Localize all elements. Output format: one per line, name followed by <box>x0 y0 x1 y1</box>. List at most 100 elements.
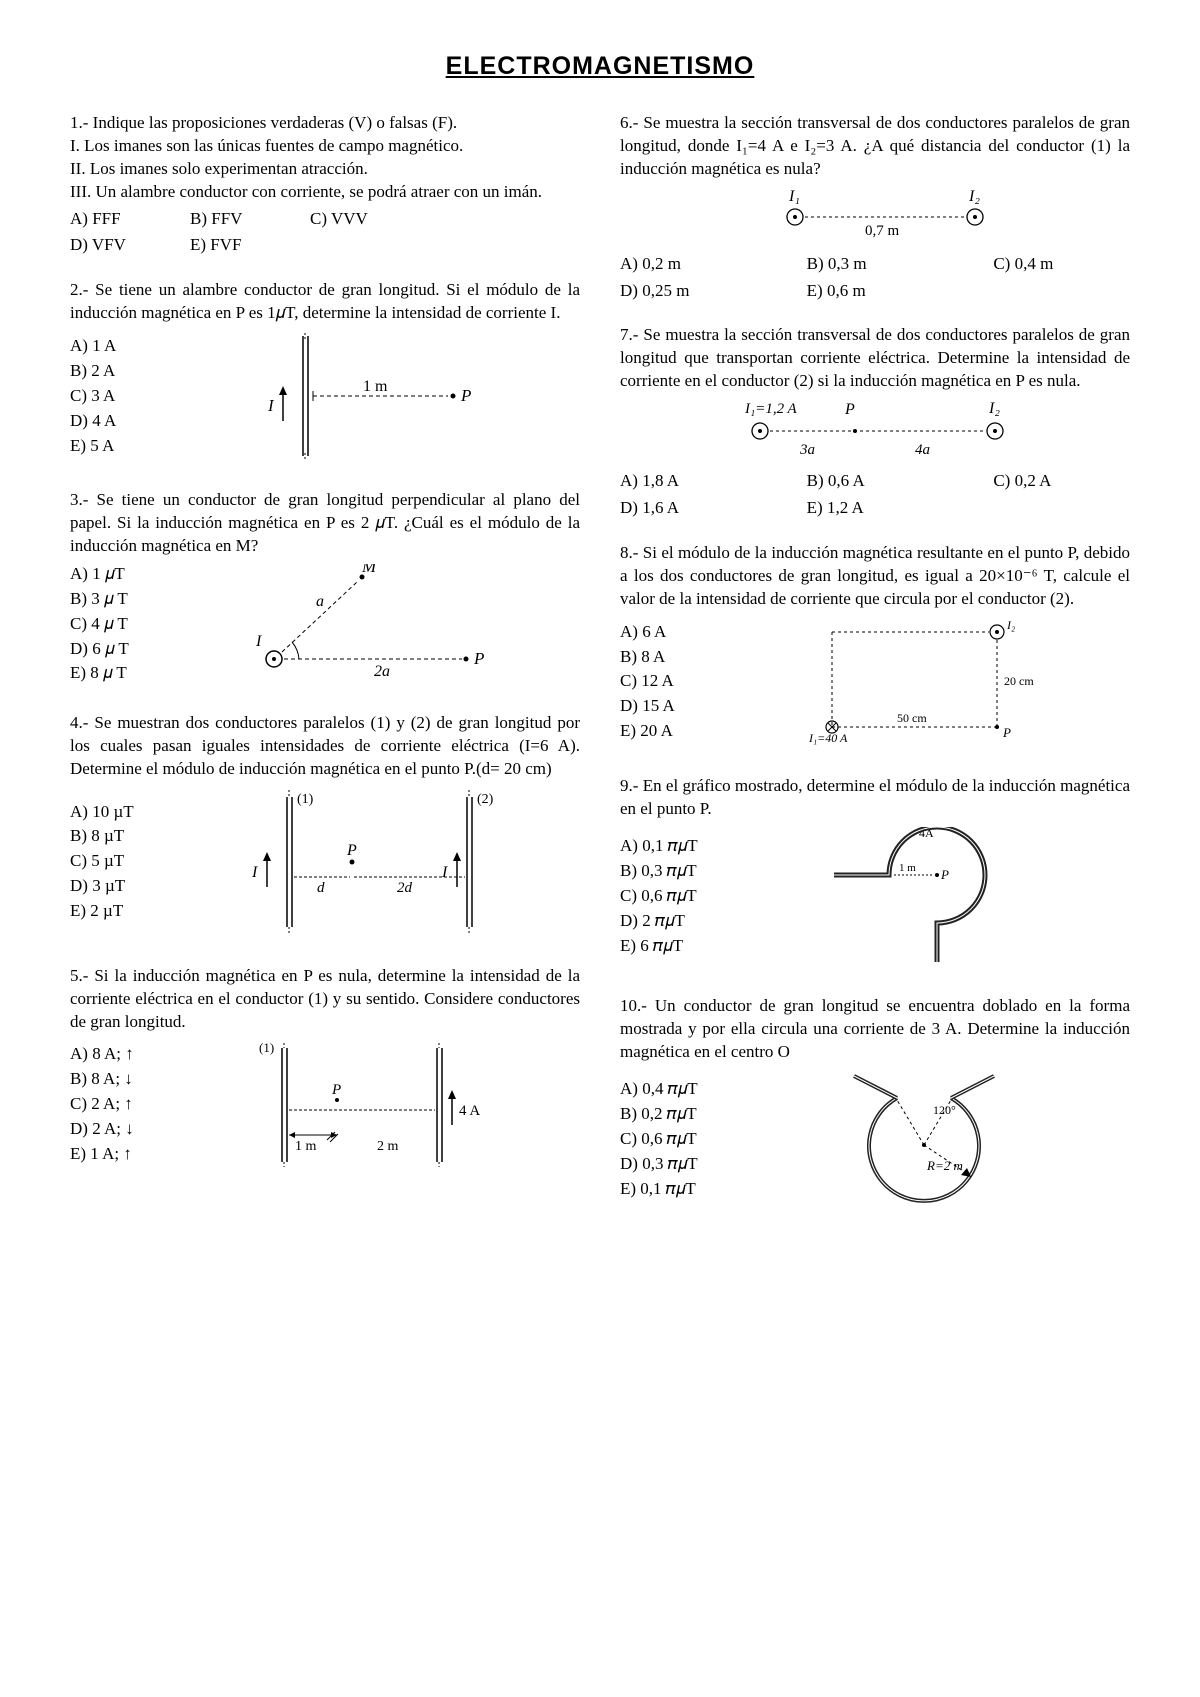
svg-text:2d: 2d <box>397 880 413 896</box>
svg-text:P: P <box>473 649 484 668</box>
q10-opt-c: C) 0,6 𝜋𝜇T <box>620 1128 698 1151</box>
question-8: 8.- Si el módulo de la inducción magnéti… <box>620 542 1130 753</box>
svg-text:I₂: I₂ <box>968 188 980 205</box>
q6-prompt: 6.- Se muestra la sección transversal de… <box>620 112 1130 181</box>
q4-options: A) 10 µT B) 8 µT C) 5 µT D) 3 µT E) 2 µT <box>70 799 134 926</box>
q4-opt-e: E) 2 µT <box>70 900 134 923</box>
q5-opt-c: C) 2 A; ↑ <box>70 1093 134 1116</box>
svg-text:2 m: 2 m <box>377 1139 399 1154</box>
q2-prompt: 2.- Se tiene un alambre conductor de gra… <box>70 279 580 325</box>
q10-opt-b: B) 0,2 𝜋𝜇T <box>620 1103 698 1126</box>
svg-text:(1): (1) <box>297 792 314 807</box>
svg-text:I₁: I₁ <box>788 188 800 205</box>
svg-text:P: P <box>346 842 357 859</box>
svg-text:d: d <box>317 880 325 896</box>
q7-opt-a: A) 1,8 A <box>620 471 679 490</box>
q3-opt-c: C) 4 𝜇 T <box>70 613 129 636</box>
q1-opt-b: B) FFV <box>190 208 270 231</box>
q3-options: A) 1 𝜇T B) 3 𝜇 T C) 4 𝜇 T D) 6 𝜇 T E) 8 … <box>70 561 129 688</box>
svg-text:3a: 3a <box>799 442 815 458</box>
q2-opt-c: C) 3 A <box>70 385 116 408</box>
svg-text:1 m: 1 m <box>363 378 388 395</box>
q1-options-2: D) VFV E) FVF <box>70 234 580 257</box>
svg-text:I: I <box>441 864 448 881</box>
q5-opt-a: A) 8 A; ↑ <box>70 1043 134 1066</box>
svg-text:a: a <box>316 593 324 610</box>
svg-text:I₁=40 A: I₁=40 A <box>808 731 848 745</box>
svg-text:I₂: I₂ <box>988 400 1000 417</box>
svg-text:P: P <box>1002 725 1011 740</box>
q1-opt-a: A) FFF <box>70 208 150 231</box>
right-column: 6.- Se muestra la sección transversal de… <box>620 112 1130 1238</box>
question-10: 10.- Un conductor de gran longitud se en… <box>620 995 1130 1216</box>
q7-diagram: I₁=1,2 A P I₂ 3a 4a <box>620 399 1130 464</box>
svg-text:P: P <box>844 401 855 418</box>
q8-options: A) 6 A B) 8 A C) 12 A D) 15 A E) 20 A <box>620 619 675 746</box>
q5-opt-e: E) 1 A; ↑ <box>70 1143 134 1166</box>
content-columns: 1.- Indique las proposiciones verdaderas… <box>70 112 1130 1238</box>
svg-text:P: P <box>940 867 949 882</box>
q4-opt-a: A) 10 µT <box>70 801 134 824</box>
q2-diagram: I 1 m P <box>136 325 580 467</box>
svg-text:(2): (2) <box>477 792 494 807</box>
q8-opt-c: C) 12 A <box>620 670 675 693</box>
q1-options: A) FFF B) FFV C) VVV <box>70 208 580 231</box>
svg-text:120°: 120° <box>933 1103 956 1117</box>
q5-prompt: 5.- Si la inducción magnética en P es nu… <box>70 965 580 1034</box>
question-9: 9.- En el gráfico mostrado, determine el… <box>620 775 1130 973</box>
q1-prompt: 1.- Indique las proposiciones verdaderas… <box>70 112 580 135</box>
q2-opt-a: A) 1 A <box>70 335 116 358</box>
q1-opt-c: C) VVV <box>310 208 390 231</box>
q7-options-2: D) 1,6 A E) 1,2 A <box>620 497 1130 520</box>
q1-opt-d: D) VFV <box>70 234 150 257</box>
q1-statement-1: I. Los imanes son las únicas fuentes de … <box>70 135 580 158</box>
svg-text:I₁=1,2 A: I₁=1,2 A <box>744 401 798 417</box>
q2-opt-b: B) 2 A <box>70 360 116 383</box>
svg-text:0,7 m: 0,7 m <box>865 223 900 239</box>
q8-opt-a: A) 6 A <box>620 621 675 644</box>
q5-opt-d: D) 2 A; ↓ <box>70 1118 134 1141</box>
q4-diagram: (1) (2) I I P d 2d <box>154 781 580 943</box>
q9-opt-a: A) 0,1 𝜋𝜇T <box>620 835 698 858</box>
q5-options: A) 8 A; ↑ B) 8 A; ↓ C) 2 A; ↑ D) 2 A; ↓ … <box>70 1041 134 1168</box>
q9-options: A) 0,1 𝜋𝜇T B) 0,3 𝜋𝜇T C) 0,6 𝜋𝜇T D) 2 𝜋𝜇… <box>620 833 698 960</box>
q6-diagram: I₁ I₂ 0,7 m <box>620 187 1130 247</box>
svg-text:I: I <box>255 633 262 650</box>
q3-opt-b: B) 3 𝜇 T <box>70 588 129 611</box>
q3-diagram: I M a P 2a <box>149 558 580 690</box>
q2-opt-e: E) 5 A <box>70 435 116 458</box>
q1-opt-e: E) FVF <box>190 234 270 257</box>
q10-diagram: 120° R=2 m <box>718 1064 1130 1216</box>
svg-text:I: I <box>267 396 275 415</box>
q2-options: A) 1 A B) 2 A C) 3 A D) 4 A E) 5 A <box>70 333 116 460</box>
question-7: 7.- Se muestra la sección transversal de… <box>620 324 1130 520</box>
q4-opt-d: D) 3 µT <box>70 875 134 898</box>
q9-opt-c: C) 0,6 𝜋𝜇T <box>620 885 698 908</box>
q7-options: A) 1,8 A B) 0,6 A C) 0,2 A <box>620 470 1130 493</box>
svg-text:2a: 2a <box>374 663 390 680</box>
q8-prompt: 8.- Si el módulo de la inducción magnéti… <box>620 542 1130 611</box>
q4-opt-c: C) 5 µT <box>70 850 134 873</box>
q1-statement-3: III. Un alambre conductor con corriente,… <box>70 181 580 204</box>
q6-opt-a: A) 0,2 m <box>620 254 681 273</box>
svg-text:20 cm: 20 cm <box>1004 674 1034 688</box>
q6-opt-c: C) 0,4 m <box>993 254 1053 273</box>
q7-opt-d: D) 1,6 A <box>620 498 679 517</box>
svg-text:P: P <box>460 386 471 405</box>
svg-text:50 cm: 50 cm <box>897 711 927 725</box>
q7-prompt: 7.- Se muestra la sección transversal de… <box>620 324 1130 393</box>
question-4: 4.- Se muestran dos conductores paralelo… <box>70 712 580 943</box>
question-3: 3.- Se tiene un conductor de gran longit… <box>70 489 580 690</box>
svg-text:(1): (1) <box>259 1040 274 1055</box>
question-6: 6.- Se muestra la sección transversal de… <box>620 112 1130 303</box>
q8-opt-d: D) 15 A <box>620 695 675 718</box>
q8-opt-e: E) 20 A <box>620 720 675 743</box>
q4-prompt: 4.- Se muestran dos conductores paralelo… <box>70 712 580 781</box>
q7-opt-c: C) 0,2 A <box>993 471 1051 490</box>
q10-opt-a: A) 0,4 𝜋𝜇T <box>620 1078 698 1101</box>
svg-text:4 A: 4 A <box>459 1103 480 1119</box>
q4-opt-b: B) 8 µT <box>70 825 134 848</box>
svg-text:4a: 4a <box>915 442 930 458</box>
q10-opt-d: D) 0,3 𝜋𝜇T <box>620 1153 698 1176</box>
q10-opt-e: E) 0,1 𝜋𝜇T <box>620 1178 698 1201</box>
